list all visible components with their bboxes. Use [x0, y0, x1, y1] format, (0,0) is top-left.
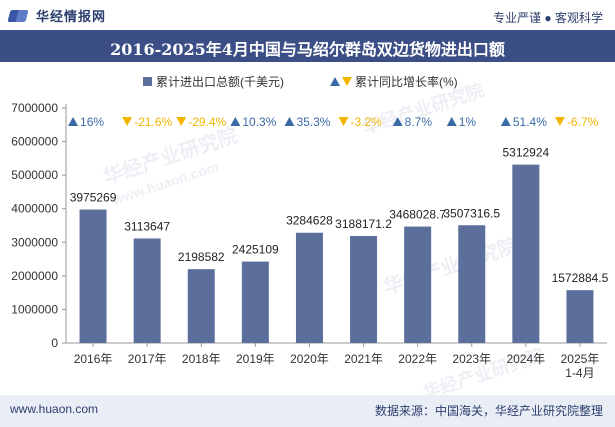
x-tick-label: 1-4月: [565, 366, 594, 380]
x-tick-label: 2020年: [290, 352, 329, 366]
bar: [133, 238, 161, 343]
growth-value-label: -29.4%: [188, 115, 226, 129]
bar: [566, 290, 594, 343]
x-tick-label: 2023年: [452, 352, 491, 366]
growth-down-triangle-icon: [122, 117, 133, 126]
bar-value-label: 2198582: [178, 250, 225, 264]
growth-up-triangle-icon: [446, 117, 457, 126]
logo-text: 华经情报网: [36, 9, 107, 24]
growth-value-label: 16%: [80, 115, 104, 129]
footer-bar: [0, 395, 615, 427]
y-tick-label: 3000000: [11, 235, 58, 249]
bar: [79, 209, 107, 343]
chart-title: 2016-2025年4月中国与马绍尔群岛双边货物进出口额: [110, 40, 505, 59]
bar: [241, 261, 269, 343]
bar: [295, 232, 323, 343]
bar-value-label: 2425109: [232, 243, 279, 257]
y-tick-label: 4000000: [11, 202, 58, 216]
x-tick-label: 2022年: [398, 352, 437, 366]
footer-website[interactable]: www.huaon.com: [10, 402, 99, 416]
slogan: 专业严谨 ● 客观科学: [493, 11, 603, 25]
bar-value-label: 3975269: [70, 191, 117, 205]
bar-value-label: 3284628: [286, 214, 333, 228]
growth-up-triangle-icon: [392, 117, 403, 126]
legend-up-triangle-icon: [330, 77, 340, 86]
growth-value-label: 35.3%: [296, 115, 330, 129]
growth-up-triangle-icon: [284, 117, 295, 126]
x-tick-label: 2017年: [128, 352, 167, 366]
growth-value-label: 10.3%: [242, 115, 276, 129]
legend-label-bar: 累计进出口总额(千美元): [156, 75, 284, 89]
growth-up-triangle-icon: [230, 117, 241, 126]
bar-value-label: 5312924: [502, 146, 549, 160]
growth-down-triangle-icon: [338, 117, 349, 126]
bar-value-label: 1572884.5: [552, 271, 609, 285]
x-tick-label: 2021年: [344, 352, 383, 366]
bar-value-label: 3507316.5: [443, 206, 500, 220]
y-tick-label: 7000000: [11, 101, 58, 115]
top-bar: 华经情报网 专业严谨 ● 客观科学: [0, 0, 615, 30]
bar: [512, 164, 540, 343]
title-bar: [0, 30, 615, 62]
x-tick-label: 2025年: [561, 352, 600, 366]
growth-value-label: 51.4%: [513, 115, 547, 129]
x-tick-label: 2018年: [182, 352, 221, 366]
growth-up-triangle-icon: [68, 117, 79, 126]
y-tick-label: 5000000: [11, 168, 58, 182]
growth-down-triangle-icon: [554, 117, 565, 126]
bar-value-label: 3188171.2: [335, 217, 392, 231]
growth-value-label: -3.2%: [351, 115, 383, 129]
growth-value-label: 8.7%: [405, 115, 433, 129]
bar: [350, 235, 378, 343]
x-tick-label: 2024年: [506, 352, 545, 366]
growth-value-label: 1%: [459, 115, 477, 129]
legend-down-triangle-icon: [342, 77, 352, 86]
bar-value-label: 3468028.7: [389, 208, 446, 222]
bar: [404, 226, 432, 343]
growth-down-triangle-icon: [176, 117, 187, 126]
bar: [458, 225, 486, 343]
y-tick-label: 2000000: [11, 269, 58, 283]
y-tick-label: 0: [51, 336, 58, 350]
legend-swatch-bar: [143, 77, 152, 86]
growth-value-label: -6.7%: [567, 115, 599, 129]
growth-up-triangle-icon: [500, 117, 511, 126]
legend-label-growth: 累计同比增长率(%): [355, 74, 458, 89]
footer-source: 数据来源：中国海关，华经产业研究院整理: [374, 404, 603, 418]
growth-value-label: -21.6%: [134, 115, 172, 129]
logo: 华经情报网: [7, 6, 107, 25]
y-tick-label: 1000000: [11, 302, 58, 316]
bar: [187, 269, 215, 343]
x-tick-label: 2019年: [236, 352, 275, 366]
x-tick-label: 2016年: [74, 352, 113, 366]
bar-value-label: 3113647: [124, 219, 170, 233]
y-tick-label: 6000000: [11, 135, 58, 149]
